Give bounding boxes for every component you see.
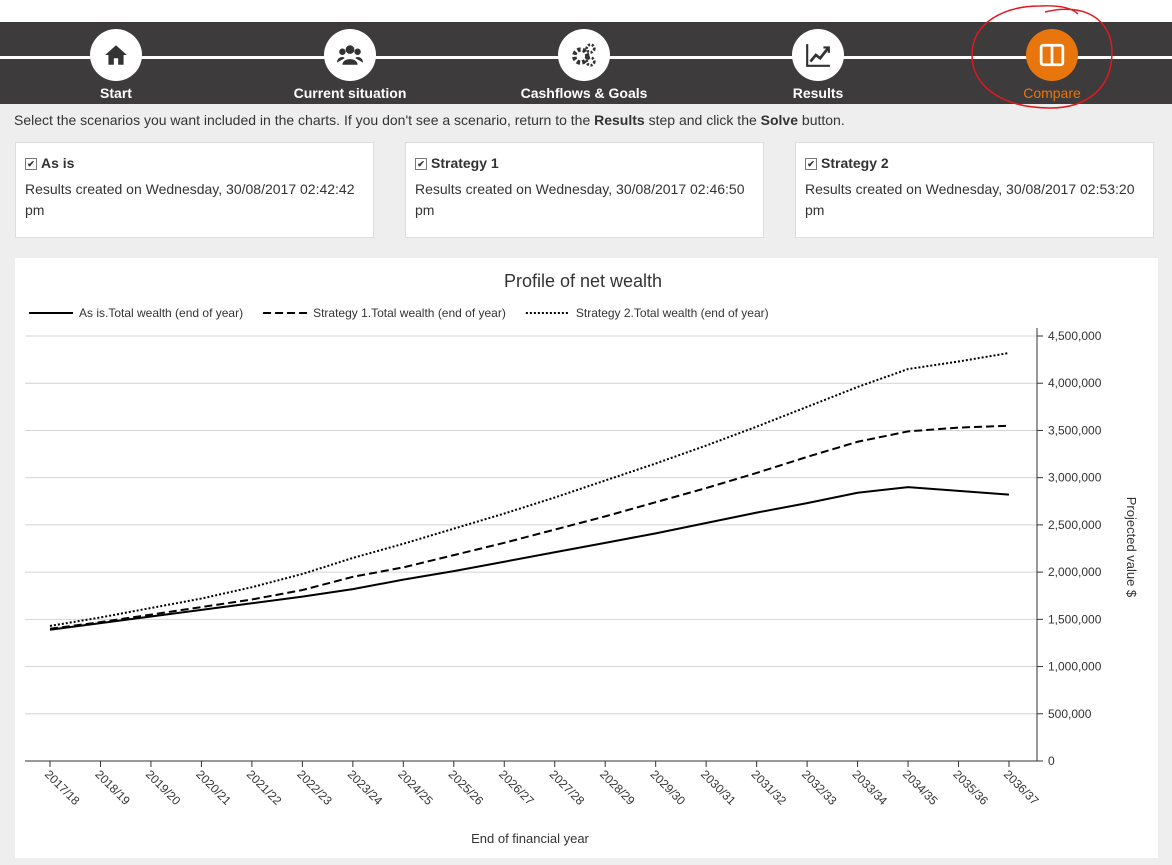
top-strip bbox=[0, 0, 1172, 22]
scenario-name: As is bbox=[41, 155, 75, 171]
x-tick-label: 2036/37 bbox=[1001, 767, 1042, 808]
legend-label: As is.Total wealth (end of year) bbox=[79, 306, 243, 320]
scenario-created: Results created on Wednesday, 30/08/2017… bbox=[25, 181, 355, 218]
y-tick-label: 3,500,000 bbox=[1048, 423, 1102, 437]
icon bbox=[572, 43, 596, 67]
y-tick-label: 500,000 bbox=[1048, 707, 1092, 721]
y-tick-label: 0 bbox=[1048, 754, 1055, 768]
scenario-name-row: ✔ Strategy 2 bbox=[805, 155, 889, 171]
instr-bold: Solve bbox=[760, 112, 799, 128]
x-tick-label: 2023/24 bbox=[345, 767, 386, 808]
step-label: Start bbox=[100, 85, 132, 101]
step-nav: Start Current situation Cashflows & Goals R… bbox=[0, 22, 1172, 104]
x-tick-label: 2032/33 bbox=[799, 767, 840, 808]
y-tick-label: 1,000,000 bbox=[1048, 660, 1102, 674]
x-tick-label: 2033/34 bbox=[849, 767, 890, 808]
scenario-name: Strategy 1 bbox=[431, 155, 499, 171]
chart-title: Profile of net wealth bbox=[504, 271, 662, 291]
x-tick-label: 2018/19 bbox=[92, 767, 133, 808]
x-axis-title: End of financial year bbox=[471, 831, 589, 846]
checkbox[interactable]: ✔ bbox=[25, 158, 37, 170]
x-tick-label: 2024/25 bbox=[395, 767, 436, 808]
step-label: Results bbox=[792, 85, 844, 101]
scenario-card: ✔ Strategy 2 Results created on Wednesday,… bbox=[795, 142, 1154, 238]
instr-text: button. bbox=[798, 112, 845, 128]
x-tick-label: 2027/28 bbox=[547, 767, 588, 808]
instr-bold: Results bbox=[594, 112, 645, 128]
step-label: Compare bbox=[1023, 85, 1081, 101]
x-tick-label: 2022/23 bbox=[294, 767, 335, 808]
checkbox[interactable]: ✔ bbox=[805, 158, 817, 170]
step-icon bbox=[324, 29, 376, 81]
nav-step[interactable]: Start bbox=[26, 29, 206, 101]
line-series bbox=[49, 486, 1010, 631]
x-tick-label: 2017/18 bbox=[42, 767, 83, 808]
step-icon bbox=[1026, 29, 1078, 81]
step-icon bbox=[792, 29, 844, 81]
scenario-card: ✔ Strategy 1 Results created on Wednesday,… bbox=[405, 142, 764, 238]
instructions: Select the scenarios you want included i… bbox=[14, 112, 845, 128]
legend-label: Strategy 2.Total wealth (end of year) bbox=[576, 306, 769, 320]
y-tick-label: 2,500,000 bbox=[1048, 518, 1102, 532]
instr-text: step and click the bbox=[644, 112, 761, 128]
checkbox[interactable]: ✔ bbox=[415, 158, 427, 170]
legend-label: Strategy 1.Total wealth (end of year) bbox=[313, 306, 506, 320]
chart-panel: Profile of net wealth End of financial y… bbox=[15, 258, 1158, 858]
x-tick-label: 2035/36 bbox=[950, 767, 991, 808]
nav-step[interactable]: Compare bbox=[962, 29, 1142, 101]
icon bbox=[337, 45, 363, 65]
step-label: Current situation bbox=[293, 85, 407, 101]
nav-step[interactable]: Results bbox=[728, 29, 908, 101]
x-tick-label: 2020/21 bbox=[193, 767, 234, 808]
chart: Profile of net wealth End of financial y… bbox=[25, 271, 1139, 846]
step-icon bbox=[558, 29, 610, 81]
y-tick-label: 1,500,000 bbox=[1048, 612, 1102, 626]
x-tick-label: 2026/27 bbox=[496, 767, 537, 808]
x-tick-label: 2034/35 bbox=[900, 767, 941, 808]
line-series bbox=[49, 424, 1010, 630]
icon bbox=[1039, 43, 1065, 67]
x-tick-label: 2029/30 bbox=[648, 767, 689, 808]
instr-text: Select the scenarios you want included i… bbox=[14, 112, 595, 128]
scenario-created: Results created on Wednesday, 30/08/2017… bbox=[805, 181, 1135, 218]
line-series bbox=[49, 352, 1010, 627]
nav-step[interactable]: Cashflows & Goals bbox=[494, 29, 674, 101]
y-tick-label: 3,000,000 bbox=[1048, 471, 1102, 485]
scenario-name: Strategy 2 bbox=[821, 155, 889, 171]
scenario-created: Results created on Wednesday, 30/08/2017… bbox=[415, 181, 745, 218]
step-icon bbox=[90, 29, 142, 81]
icon bbox=[806, 44, 830, 67]
step-label: Cashflows & Goals bbox=[520, 85, 648, 101]
x-tick-label: 2025/26 bbox=[446, 767, 487, 808]
x-tick-label: 2030/31 bbox=[698, 767, 739, 808]
y-axis-title: Projected value $ bbox=[1124, 497, 1139, 598]
x-tick-label: 2019/20 bbox=[143, 767, 184, 808]
scenario-name-row: ✔ Strategy 1 bbox=[415, 155, 499, 171]
scenario-name-row: ✔ As is bbox=[25, 155, 74, 171]
scenario-card: ✔ As is Results created on Wednesday, 30/0… bbox=[15, 142, 374, 238]
x-tick-label: 2021/22 bbox=[244, 767, 285, 808]
icon bbox=[105, 45, 127, 65]
y-tick-label: 4,500,000 bbox=[1048, 329, 1102, 343]
nav-step[interactable]: Current situation bbox=[260, 29, 440, 101]
y-tick-label: 4,000,000 bbox=[1048, 376, 1102, 390]
y-tick-label: 2,000,000 bbox=[1048, 565, 1102, 579]
x-tick-label: 2031/32 bbox=[749, 767, 790, 808]
x-tick-label: 2028/29 bbox=[597, 767, 638, 808]
